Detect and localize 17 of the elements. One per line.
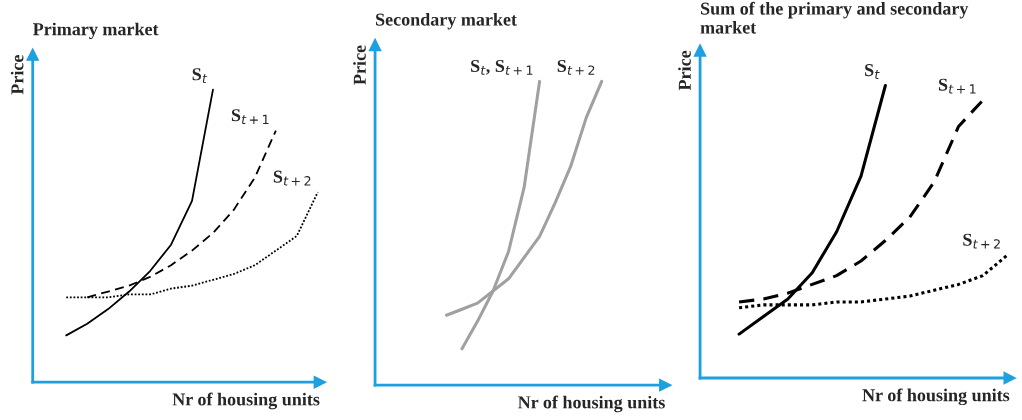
x-axis-title: Nr of housing units — [517, 395, 665, 413]
series-label: S$_{t}$, S$_{t+1}$ — [471, 59, 533, 75]
x-axis-title: Nr of housing units — [862, 388, 1010, 406]
series-label: S$_{t+1}$ — [938, 78, 976, 94]
y-axis-title: Price — [10, 55, 24, 95]
chart-title: Sum of the primary and secondary market — [700, 1, 969, 34]
y-axis-title: Price — [678, 50, 691, 91]
chart-title: Secondary market — [376, 12, 517, 30]
series-label: S$_{t+1}$ — [231, 109, 269, 125]
series-label: S$_{t+2}$ — [557, 59, 595, 75]
series-label: S$_{t}$ — [865, 64, 880, 79]
series-label: S$_{t+2}$ — [963, 233, 1000, 249]
series-label: S$_{t}$ — [192, 68, 208, 84]
chart-title: Primary market — [33, 22, 159, 40]
series-label: S$_{t+2}$ — [273, 170, 311, 186]
x-axis-title: Nr of housing units — [172, 392, 320, 410]
y-axis-title: Price — [353, 45, 366, 85]
